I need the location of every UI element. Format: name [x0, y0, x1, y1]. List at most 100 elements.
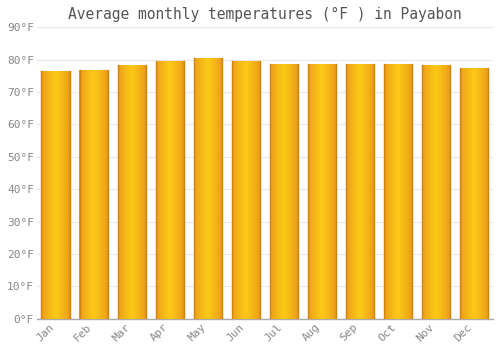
Bar [54, 71, 55, 319]
Bar [102, 70, 103, 319]
Bar [45, 71, 46, 319]
Bar [355, 64, 356, 319]
Bar [483, 68, 484, 319]
Bar [353, 64, 354, 319]
Bar [42, 71, 43, 319]
Bar [141, 65, 142, 319]
Bar [198, 58, 200, 319]
Bar [401, 64, 402, 319]
Bar [64, 71, 65, 319]
Bar [461, 68, 462, 319]
Bar [315, 64, 316, 319]
Bar [428, 65, 429, 319]
Bar [60, 71, 61, 319]
Bar [364, 64, 365, 319]
Bar [473, 68, 474, 319]
Bar [463, 68, 464, 319]
Bar [462, 68, 463, 319]
Bar [135, 65, 136, 319]
Bar [335, 64, 336, 319]
Bar [397, 64, 398, 319]
Bar [313, 64, 314, 319]
Bar [251, 61, 252, 319]
Bar [464, 68, 465, 319]
Bar [460, 68, 461, 319]
Bar [308, 64, 309, 319]
Bar [177, 61, 178, 319]
Bar [205, 58, 206, 319]
Bar [67, 71, 68, 319]
Bar [161, 61, 162, 319]
Bar [410, 64, 411, 319]
Bar [121, 65, 122, 319]
Bar [408, 64, 409, 319]
Bar [128, 65, 129, 319]
Bar [282, 64, 283, 319]
Bar [221, 58, 222, 319]
Bar [369, 64, 370, 319]
Bar [165, 61, 166, 319]
Bar [486, 68, 487, 319]
Bar [276, 64, 277, 319]
Bar [129, 65, 130, 319]
Bar [372, 64, 373, 319]
Bar [422, 65, 423, 319]
Bar [51, 71, 52, 319]
Bar [317, 64, 318, 319]
Bar [136, 65, 137, 319]
Bar [137, 65, 138, 319]
Bar [292, 64, 293, 319]
Bar [206, 58, 208, 319]
Bar [480, 68, 481, 319]
Bar [442, 65, 443, 319]
Bar [107, 70, 108, 319]
Bar [216, 58, 217, 319]
Bar [240, 61, 242, 319]
Bar [469, 68, 470, 319]
Bar [320, 64, 321, 319]
Bar [212, 58, 213, 319]
Bar [239, 61, 240, 319]
Bar [103, 70, 104, 319]
Bar [436, 65, 437, 319]
Bar [210, 58, 212, 319]
Bar [347, 64, 348, 319]
Bar [89, 70, 90, 319]
Bar [242, 61, 243, 319]
Bar [394, 64, 395, 319]
Bar [164, 61, 166, 319]
Bar [430, 65, 431, 319]
Bar [325, 64, 326, 319]
Bar [293, 64, 294, 319]
Bar [351, 64, 352, 319]
Bar [404, 64, 405, 319]
Bar [478, 68, 479, 319]
Bar [437, 65, 438, 319]
Bar [83, 70, 84, 319]
Bar [235, 61, 236, 319]
Bar [138, 65, 139, 319]
Bar [62, 71, 63, 319]
Bar [350, 64, 351, 319]
Bar [387, 64, 388, 319]
Bar [326, 64, 327, 319]
Bar [57, 71, 58, 319]
Bar [360, 64, 361, 319]
Bar [402, 64, 403, 319]
Bar [143, 65, 144, 319]
Bar [258, 61, 259, 319]
Bar [183, 61, 184, 319]
Bar [438, 65, 439, 319]
Bar [209, 58, 210, 319]
Bar [385, 64, 386, 319]
Bar [204, 58, 205, 319]
Bar [171, 61, 172, 319]
Bar [370, 64, 371, 319]
Bar [127, 65, 128, 319]
Bar [424, 65, 425, 319]
Bar [126, 65, 127, 319]
Bar [197, 58, 198, 319]
Bar [409, 64, 410, 319]
Bar [87, 70, 88, 319]
Bar [106, 70, 107, 319]
